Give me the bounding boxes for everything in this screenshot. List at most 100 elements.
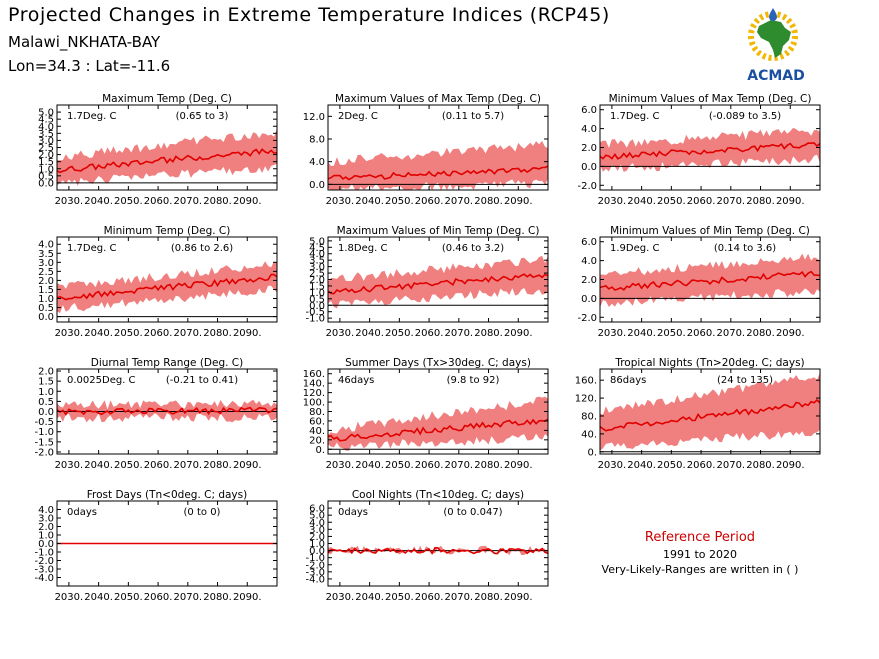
ytick-label: 20. <box>309 435 325 446</box>
panel-title: Frost Days (Tn<0deg. C; days) <box>87 489 247 501</box>
xtick-label: 2080. <box>474 328 503 339</box>
xtick-label: 2090. <box>504 460 533 471</box>
ytick-label: 0.5 <box>38 397 54 408</box>
xtick-label: 2080. <box>203 592 232 603</box>
ytick-label: 6.0 <box>581 105 597 116</box>
ytick-label: 3.0 <box>38 514 54 525</box>
ytick-label: 0.5 <box>38 171 54 182</box>
ytick-label: 3.5 <box>38 129 54 140</box>
xtick-label: 2040. <box>355 592 384 603</box>
panel-title: Maximum Values of Max Temp (Deg. C) <box>335 93 541 105</box>
ytick-label: 4.0 <box>309 518 325 529</box>
ytick-label: 2.0 <box>581 143 597 154</box>
panel-10: -4.0-3.0-2.0-1.00.01.02.03.04.0 2030. 2040… <box>34 489 278 603</box>
xtick-label: 2090. <box>233 328 262 339</box>
xtick-label: 2040. <box>355 196 384 207</box>
xtick-label: 2090. <box>504 196 533 207</box>
xtick-label: 2070. <box>173 328 202 339</box>
xtick-label: 2030. <box>55 196 84 207</box>
median-line <box>600 142 820 160</box>
panel-title: Tropical Nights (Tn>20deg. C; days) <box>614 357 804 369</box>
xtick-label: 2050. <box>385 592 414 603</box>
ytick-label: 2.5 <box>38 143 54 154</box>
ytick-label: 4.0 <box>38 505 54 516</box>
ytick-label: -1.0 <box>34 427 54 438</box>
ytick-label: 1.0 <box>38 294 54 305</box>
xtick-label: 2080. <box>203 460 232 471</box>
ytick-label: 40. <box>309 426 325 437</box>
panel-summary: 0days <box>67 507 97 518</box>
median-line <box>328 165 548 181</box>
median-line <box>328 273 548 295</box>
ytick-label: -4.0 <box>34 573 54 584</box>
panel-title: Minimum Temp (Deg. C) <box>104 225 231 237</box>
xtick-label: 2070. <box>444 592 473 603</box>
ytick-label: -1.0 <box>34 548 54 559</box>
xtick-label: 2090. <box>776 460 805 471</box>
ytick-label: 160. <box>303 369 325 380</box>
panel-range: (0.14 to 3.6) <box>714 243 776 254</box>
ytick-label: 0.0 <box>309 546 325 557</box>
ytick-label: 2.0 <box>581 275 597 286</box>
xtick-label: 2050. <box>114 460 143 471</box>
ytick-label: 1.0 <box>38 531 54 542</box>
ytick-label: -2.0 <box>305 560 325 571</box>
ytick-label: 1.0 <box>38 164 54 175</box>
panel-title: Minimum Values of Min Temp (Deg. C) <box>610 225 810 237</box>
ytick-label: -2.0 <box>577 313 597 324</box>
panel-range: (0.11 to 5.7) <box>442 111 504 122</box>
range-band <box>328 396 548 451</box>
xtick-label: 2050. <box>657 328 686 339</box>
ytick-label: 80. <box>581 411 597 422</box>
ytick-label: 0.0 <box>38 178 54 189</box>
ytick-label: 160. <box>575 376 597 387</box>
plot-frame <box>327 104 549 191</box>
logo-text: ACMAD <box>747 68 805 84</box>
ytick-label: 3.5 <box>309 256 325 267</box>
ytick-label: 0.0 <box>309 301 325 312</box>
xtick-label: 2070. <box>173 460 202 471</box>
xtick-label: 2080. <box>746 196 775 207</box>
ytick-label: 0.5 <box>38 303 54 314</box>
ytick-label: 2.0 <box>38 276 54 287</box>
ytick-label: 0.0 <box>309 180 325 191</box>
xtick-label: 2090. <box>233 592 262 603</box>
xtick-label: 2090. <box>233 460 262 471</box>
panel-summary: 86days <box>610 375 646 386</box>
acmad-logo: ACMAD <box>747 8 805 84</box>
range-band <box>57 261 277 314</box>
location-label: Malawi_NKHATA-BAY <box>8 33 161 51</box>
water-drop-icon <box>769 8 777 21</box>
xtick-label: 2030. <box>55 460 84 471</box>
ytick-label: 3.0 <box>309 525 325 536</box>
xtick-label: 2040. <box>627 460 656 471</box>
ytick-label: -1.5 <box>34 437 54 448</box>
panel-range: (24 to 135) <box>717 375 773 386</box>
ytick-label: 2.5 <box>38 267 54 278</box>
ytick-label: 2.0 <box>309 532 325 543</box>
range-band <box>328 255 548 309</box>
ytick-label: 60. <box>309 416 325 427</box>
coordinates-label: Lon=34.3 : Lat=-11.6 <box>8 57 171 75</box>
ytick-label: -2.0 <box>577 181 597 192</box>
median-line <box>600 270 820 291</box>
ytick-label: 2.0 <box>309 275 325 286</box>
xtick-label: 2040. <box>355 328 384 339</box>
ytick-label: 100. <box>303 398 325 409</box>
xtick-label: 2060. <box>415 592 444 603</box>
panel-4: 0.00.51.01.52.02.53.03.54.0 2030. 2040. 205… <box>38 225 278 339</box>
xtick-label: 2050. <box>657 196 686 207</box>
ytick-label: 2.0 <box>38 367 54 378</box>
ytick-label: -1.0 <box>305 553 325 564</box>
range-band <box>600 253 820 308</box>
range-band <box>600 127 820 172</box>
panel-title: Diurnal Temp Range (Deg. C) <box>91 357 243 369</box>
panel-9: 0. 40. 80. 120. 160. 2030. 2040. 2050. 2060. 2070… <box>575 357 821 471</box>
xtick-label: 2070. <box>716 196 745 207</box>
xtick-label: 2070. <box>173 592 202 603</box>
xtick-label: 2050. <box>114 592 143 603</box>
xtick-label: 2070. <box>173 196 202 207</box>
